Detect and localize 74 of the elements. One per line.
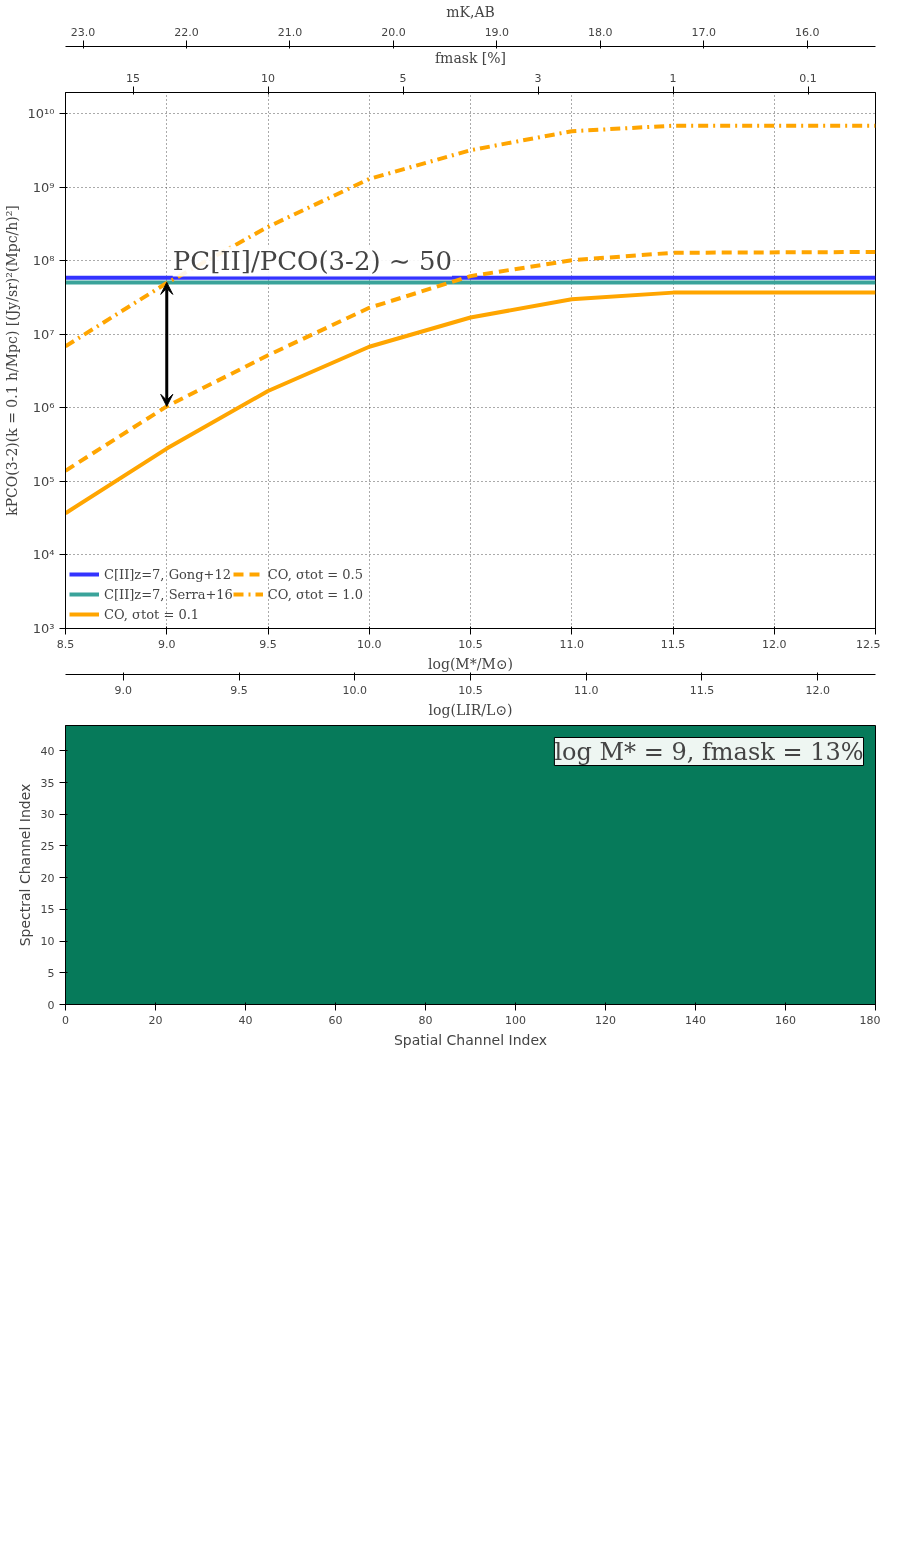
x2-tick-label: 16.0 — [794, 25, 820, 39]
y-tick-label: 10⁴ — [32, 547, 55, 563]
text: 0.1 — [799, 71, 817, 85]
x2-tick-label: 19.0 — [484, 25, 510, 39]
text: 3 — [534, 71, 542, 85]
text: 10.0 — [342, 683, 368, 697]
y-tick-label: 10⁸ — [32, 253, 55, 269]
x-tick-label: 120 — [595, 1013, 616, 1027]
text: 10.5 — [458, 683, 483, 697]
x-tick-label: 140 — [685, 1013, 706, 1027]
y-tick-label: 40 — [40, 744, 55, 758]
y-tick-label: 10⁹ — [32, 179, 55, 195]
x-tick-label: 60 — [328, 1013, 343, 1027]
x2-tick-label: 21.0 — [277, 25, 303, 39]
x2-tick-label: 17.0 — [691, 25, 717, 39]
y-tick-label: 0 — [47, 998, 55, 1012]
x-tick-label: 40 — [238, 1013, 253, 1027]
legend-label: CO, σtot = 1.0 — [267, 586, 363, 602]
y-tick-label: 5 — [47, 966, 55, 980]
x-tick-label: 100 — [505, 1013, 526, 1027]
y-tick-label: 10 — [40, 935, 55, 949]
x2-tick-label: 23.0 — [70, 25, 96, 39]
x-tick-label: 160 — [775, 1013, 796, 1027]
line-series — [65, 123, 876, 349]
y-tick-label: 10⁵ — [32, 473, 55, 489]
x-axis-title: log(M*/M⊙) — [428, 655, 513, 672]
x-tick-label: 180 — [859, 1013, 881, 1027]
x2-tick-label: 20.0 — [381, 25, 406, 39]
line-series — [65, 250, 876, 473]
x-tick-label: 12.0 — [762, 637, 787, 651]
y-tick-label: 30 — [40, 808, 55, 822]
x-axis-title: Spatial Channel Index — [393, 1031, 548, 1048]
annotation: PC[II]/PCO(3-2) ∼ 50 — [172, 246, 452, 277]
legend-label: CO, σtot = 0.5 — [267, 566, 363, 582]
legend-label: C[II]z=7, Gong+12 — [104, 566, 231, 582]
text: 15 — [126, 71, 140, 85]
x-tick-label: 11.0 — [559, 637, 584, 651]
legend-label: CO, σtot = 0.1 — [104, 606, 200, 622]
text: fmask [%] — [434, 49, 507, 66]
text: 1 — [669, 71, 677, 85]
y-tick-label: 20 — [40, 871, 55, 885]
legend-label: C[II]z=7, Serra+16 — [104, 586, 233, 602]
line-series — [65, 290, 876, 516]
x-tick-label: 0 — [62, 1013, 69, 1027]
text: 5 — [399, 71, 407, 85]
x2-tick-label: 18.0 — [588, 25, 613, 39]
y-tick-label: 10³ — [32, 621, 55, 636]
x-tick-label: 9.0 — [158, 637, 176, 651]
text: 9.5 — [230, 683, 248, 697]
x2-tick-label: 22.0 — [174, 25, 199, 39]
text: log(LIR/L⊙) — [428, 701, 513, 718]
x-tick-label: 11.5 — [660, 637, 686, 651]
y-tick-label: 10⁶ — [32, 400, 55, 416]
text: 9.0 — [114, 683, 133, 697]
y-axis-title: kPCO(3-2)(k = 0.1 h/Mpc) [(Jy/sr)²(Mpc/h)²] — [3, 205, 20, 516]
text: 11.0 — [573, 683, 599, 697]
text: 11.5 — [689, 683, 715, 697]
text: 10 — [261, 71, 275, 85]
y-tick-label: 25 — [40, 839, 55, 853]
x-tick-label: 20 — [148, 1013, 163, 1027]
x-tick-label: 10.5 — [458, 637, 483, 651]
x-tick-label: 80 — [418, 1013, 433, 1027]
x-tick-label: 9.5 — [259, 637, 277, 651]
y-tick-label: 35 — [40, 776, 55, 790]
y-tick-label: 10⁷ — [32, 326, 55, 342]
y-axis-title: Spectral Channel Index — [16, 783, 33, 947]
x-tick-label: 8.5 — [56, 637, 75, 651]
x-tick-label: 12.5 — [856, 637, 881, 651]
y-tick-label: 15 — [40, 903, 55, 917]
x2-axis-title: mK,AB — [446, 3, 495, 20]
annotation: log M* = 9, fmask = 13% — [554, 737, 864, 766]
y-tick-label: 10¹⁰ — [27, 106, 55, 122]
text: 12.0 — [805, 683, 830, 697]
x-tick-label: 10.0 — [357, 637, 382, 651]
